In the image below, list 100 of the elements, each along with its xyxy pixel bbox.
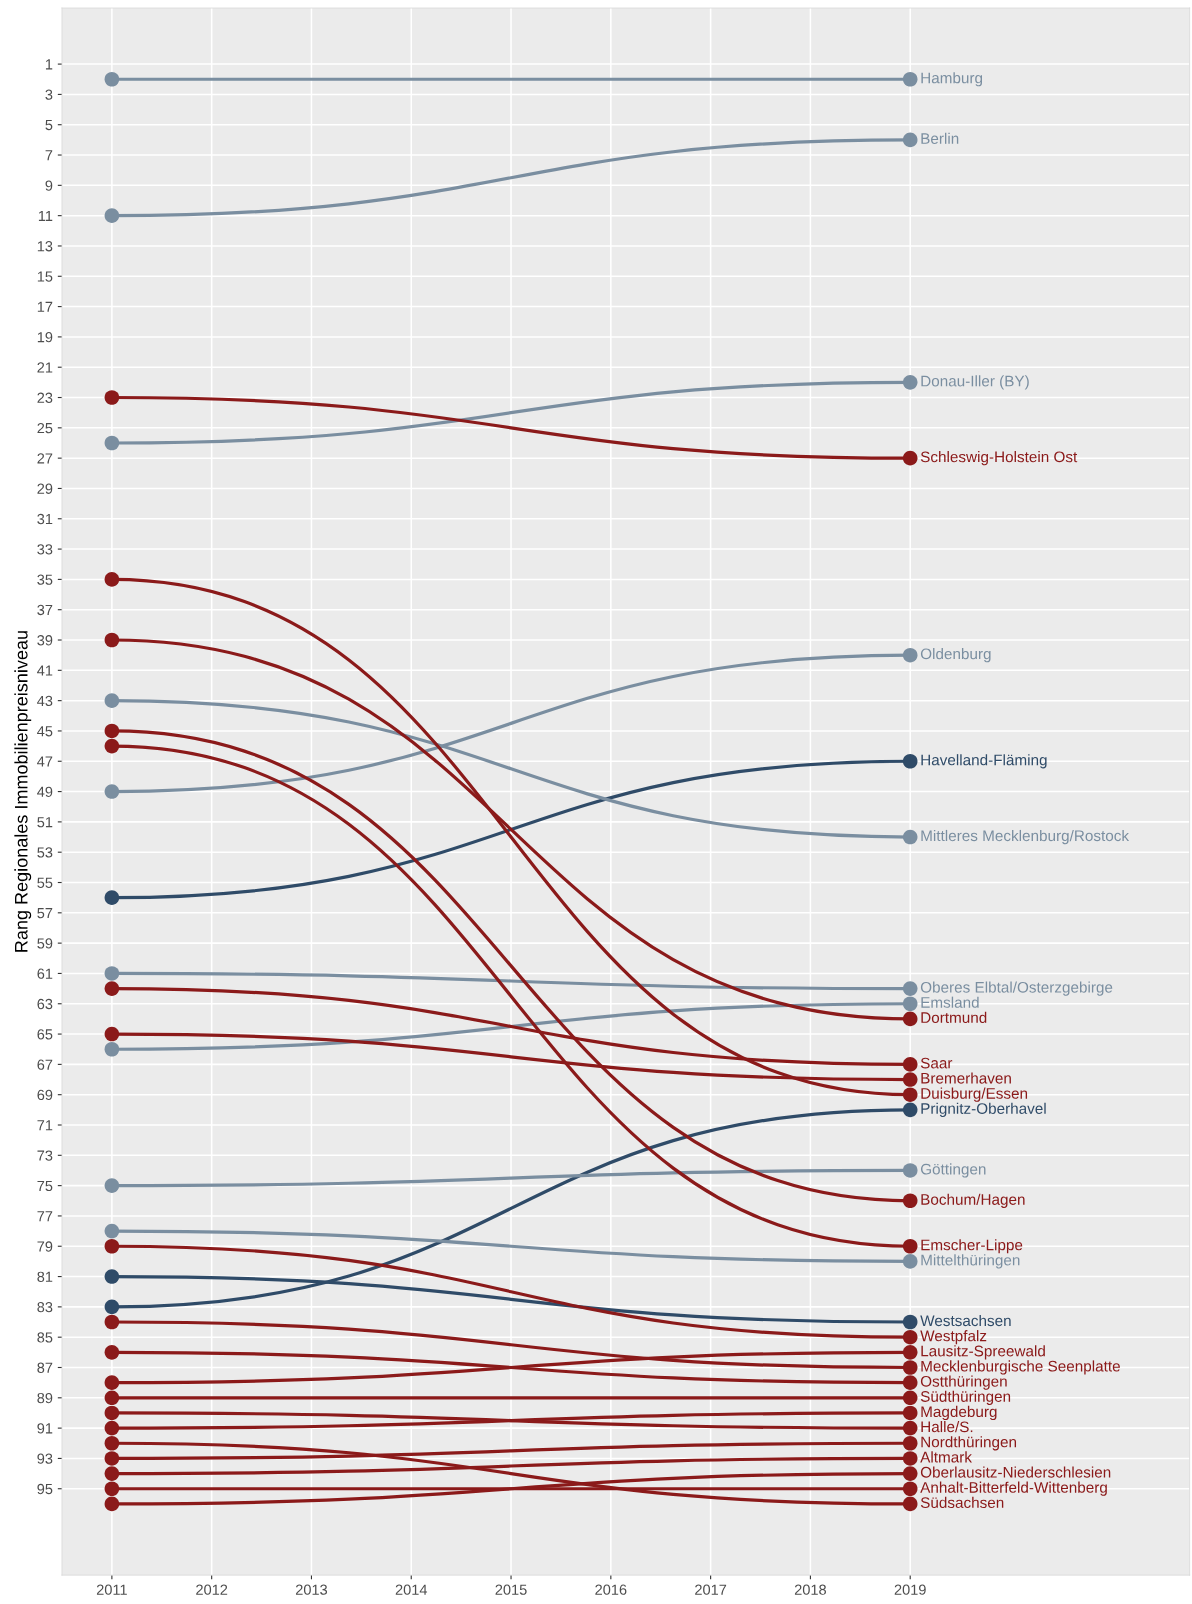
y-tick-label: 89 — [37, 1392, 53, 1404]
point — [902, 1451, 918, 1466]
point — [104, 435, 120, 451]
point — [104, 1420, 120, 1436]
series-label: Halle/S. — [921, 1421, 973, 1433]
point — [104, 1178, 120, 1193]
point — [104, 966, 120, 981]
x-tick-label: 2012 — [196, 1584, 228, 1595]
y-tick-label: 83 — [37, 1301, 53, 1313]
series-label: Emsland — [921, 996, 979, 1008]
point — [902, 1314, 918, 1330]
point — [902, 1390, 918, 1406]
y-tick-label: 29 — [37, 483, 53, 494]
series-label: Schleswig-Holstein Ost — [920, 451, 1078, 466]
y-tick-label: 11 — [38, 210, 53, 221]
point — [104, 1238, 120, 1254]
point — [902, 1420, 918, 1436]
x-tick-label: 2011 — [96, 1584, 127, 1595]
point — [104, 723, 120, 739]
y-tick-label: 49 — [37, 786, 53, 797]
point — [104, 632, 120, 648]
x-tick-label: 2013 — [295, 1584, 328, 1595]
y-tick-label: 75 — [37, 1180, 53, 1192]
point — [902, 1238, 918, 1254]
y-tick-label: 71 — [37, 1120, 53, 1131]
point — [902, 1466, 918, 1481]
series-label: Mecklenburgische Seenplatte — [921, 1360, 1120, 1375]
point — [902, 1087, 918, 1102]
point — [104, 390, 120, 405]
y-tick-label: 13 — [37, 241, 53, 252]
y-tick-label: 23 — [37, 392, 53, 403]
series-label: Donau-Iller (BY) — [921, 375, 1029, 390]
y-tick-label: 53 — [37, 847, 53, 858]
point — [104, 890, 120, 905]
y-tick-label: 87 — [37, 1362, 53, 1373]
series-label: Prignitz-Oberhavel — [921, 1102, 1046, 1117]
y-tick-label: 21 — [37, 362, 53, 373]
series-label: Lausitz-Spreewald — [921, 1345, 1045, 1360]
y-tick-label: 91 — [37, 1423, 53, 1434]
y-tick-label: 73 — [37, 1150, 53, 1161]
y-tick-label: 81 — [37, 1271, 53, 1282]
point — [104, 71, 120, 87]
point — [902, 1072, 918, 1087]
y-tick-label: 65 — [37, 1029, 53, 1040]
point — [902, 753, 918, 769]
point — [902, 1375, 918, 1390]
point — [104, 1375, 120, 1390]
point — [902, 132, 918, 148]
point — [902, 1057, 918, 1072]
point — [104, 1345, 120, 1360]
y-tick-label: 3 — [45, 89, 53, 100]
point — [902, 1011, 918, 1027]
y-tick-label: 37 — [37, 604, 53, 616]
point — [902, 996, 918, 1012]
x-tick-label: 2015 — [495, 1584, 527, 1595]
y-tick-label: 35 — [37, 574, 53, 585]
point — [104, 1435, 120, 1451]
series-label: Westsachsen — [920, 1314, 1011, 1327]
point — [902, 1481, 918, 1497]
x-tick-label: 2018 — [794, 1584, 826, 1595]
series-label: Dortmund — [921, 1011, 987, 1024]
point — [104, 1269, 120, 1284]
series-label: Nordthüringen — [921, 1436, 1017, 1451]
y-tick-label: 95 — [37, 1483, 53, 1495]
series-label: Ostthüringen — [920, 1375, 1007, 1390]
series-label: Bremerhaven — [921, 1072, 1011, 1084]
y-tick-label: 15 — [37, 271, 53, 282]
point — [104, 1496, 120, 1512]
y-tick-label: 57 — [37, 908, 53, 919]
y-tick-label: 59 — [37, 938, 53, 949]
point — [104, 1223, 120, 1239]
y-tick-label: 67 — [37, 1059, 53, 1070]
y-tick-label: 55 — [37, 877, 53, 888]
series-label: Saar — [920, 1057, 953, 1069]
y-axis-title: Rang Regionales Immobilienpreisniveau — [14, 631, 32, 952]
series-label: Anhalt-Bitterfeld-Wittenberg — [920, 1481, 1107, 1496]
y-tick-label: 93 — [37, 1453, 53, 1464]
x-tick-label: 2014 — [395, 1584, 428, 1595]
point — [902, 647, 918, 663]
y-tick-label: 85 — [37, 1332, 53, 1343]
point — [902, 1405, 918, 1421]
point — [104, 738, 120, 754]
point — [902, 375, 918, 390]
y-tick-label: 9 — [45, 180, 53, 191]
point — [104, 1466, 120, 1481]
y-tick-label: 43 — [37, 695, 53, 707]
x-tick-label: 2016 — [595, 1584, 627, 1595]
series-label: Hamburg — [921, 72, 983, 87]
y-tick-label: 47 — [37, 756, 53, 767]
y-tick-label: 51 — [37, 817, 53, 828]
y-tick-label: 77 — [37, 1211, 53, 1222]
point — [902, 1102, 918, 1118]
point — [104, 1481, 120, 1497]
point — [104, 1314, 120, 1330]
point — [104, 1041, 120, 1057]
y-tick-label: 39 — [37, 635, 53, 646]
point — [104, 981, 120, 996]
y-tick-label: 79 — [37, 1241, 53, 1252]
y-tick-label: 17 — [37, 301, 53, 312]
series-label: Emscher-Lippe — [921, 1239, 1023, 1254]
